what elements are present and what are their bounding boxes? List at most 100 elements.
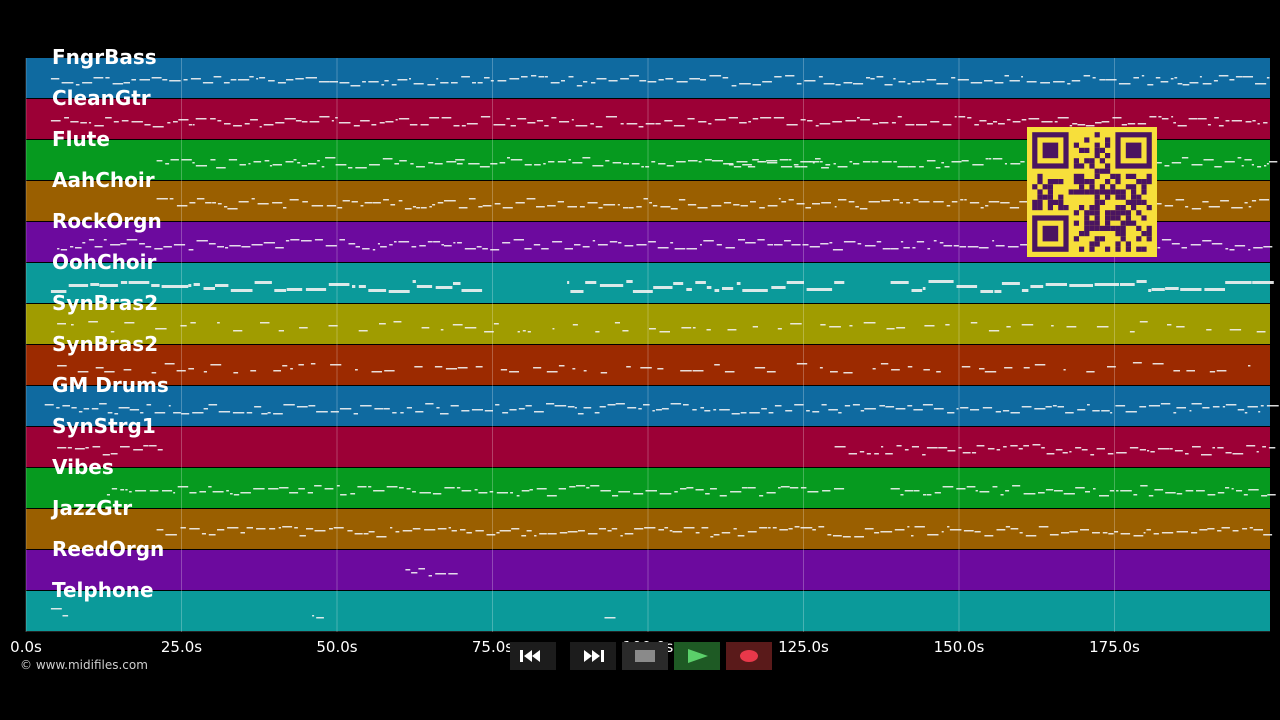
note [821, 404, 827, 406]
note [71, 407, 77, 409]
note [446, 161, 457, 163]
note [502, 412, 509, 414]
note [316, 411, 328, 413]
note [1007, 246, 1019, 248]
note [572, 162, 583, 164]
note [233, 125, 242, 127]
note [1257, 166, 1262, 168]
note [766, 492, 776, 494]
note [517, 331, 520, 333]
stop-button[interactable] [622, 642, 668, 670]
note [1256, 331, 1266, 333]
note [786, 124, 798, 126]
note [44, 404, 54, 406]
note [192, 412, 204, 414]
note [880, 531, 893, 533]
track-lane [26, 468, 1270, 508]
note [169, 198, 174, 200]
note [1251, 200, 1257, 202]
note [900, 241, 904, 243]
note [590, 485, 600, 487]
note [165, 163, 170, 165]
note [897, 116, 902, 118]
note [468, 198, 476, 200]
note [1107, 453, 1114, 455]
note [706, 286, 712, 289]
play-button[interactable] [674, 642, 720, 670]
note [272, 202, 283, 204]
note [1165, 492, 1176, 494]
track-label: GM Drums [52, 373, 169, 397]
note [298, 488, 305, 490]
note [461, 410, 470, 412]
note [936, 83, 949, 85]
note [224, 123, 231, 125]
note [598, 528, 606, 530]
note [1120, 533, 1131, 535]
note [844, 405, 851, 407]
note [576, 485, 586, 487]
note [860, 119, 870, 121]
note [1000, 494, 1004, 496]
note [885, 406, 895, 408]
note [1199, 529, 1208, 531]
note [710, 536, 714, 538]
note [916, 124, 927, 126]
note [788, 199, 794, 201]
note [451, 530, 457, 532]
note [960, 407, 969, 409]
note [1167, 324, 1172, 326]
note [1032, 444, 1041, 446]
note [1127, 123, 1136, 125]
note [67, 447, 72, 449]
note [643, 198, 648, 200]
note [666, 165, 674, 167]
note [460, 529, 466, 531]
note [1185, 453, 1189, 455]
note [539, 533, 547, 535]
note [167, 122, 171, 124]
note [1218, 75, 1229, 77]
note [1232, 453, 1244, 455]
note [612, 162, 622, 164]
note [961, 366, 971, 368]
note [800, 161, 812, 163]
note [987, 448, 995, 450]
note [212, 491, 224, 493]
note [248, 163, 251, 165]
note [604, 617, 616, 619]
rewind-button[interactable] [510, 642, 556, 670]
note [1001, 282, 1020, 285]
note [468, 163, 480, 165]
note [511, 528, 520, 530]
note [645, 166, 650, 168]
fast-forward-button[interactable] [570, 642, 616, 670]
note [653, 286, 673, 289]
note [890, 248, 899, 250]
note [441, 117, 452, 119]
note [641, 166, 644, 168]
note [70, 121, 79, 123]
note [1120, 490, 1132, 492]
note [253, 161, 262, 163]
note [510, 492, 513, 494]
note [958, 116, 966, 118]
note [215, 284, 229, 287]
note [355, 167, 367, 169]
note [256, 78, 259, 80]
note [1136, 280, 1147, 283]
note [692, 327, 696, 329]
note [1092, 77, 1096, 79]
note [203, 287, 215, 290]
note [773, 117, 785, 119]
note [1218, 125, 1224, 127]
note [1034, 408, 1046, 410]
note [1231, 488, 1234, 490]
note [269, 528, 276, 530]
note [926, 79, 937, 81]
note [239, 164, 246, 166]
record-button[interactable] [726, 642, 772, 670]
note [853, 163, 860, 165]
note [1040, 82, 1050, 84]
